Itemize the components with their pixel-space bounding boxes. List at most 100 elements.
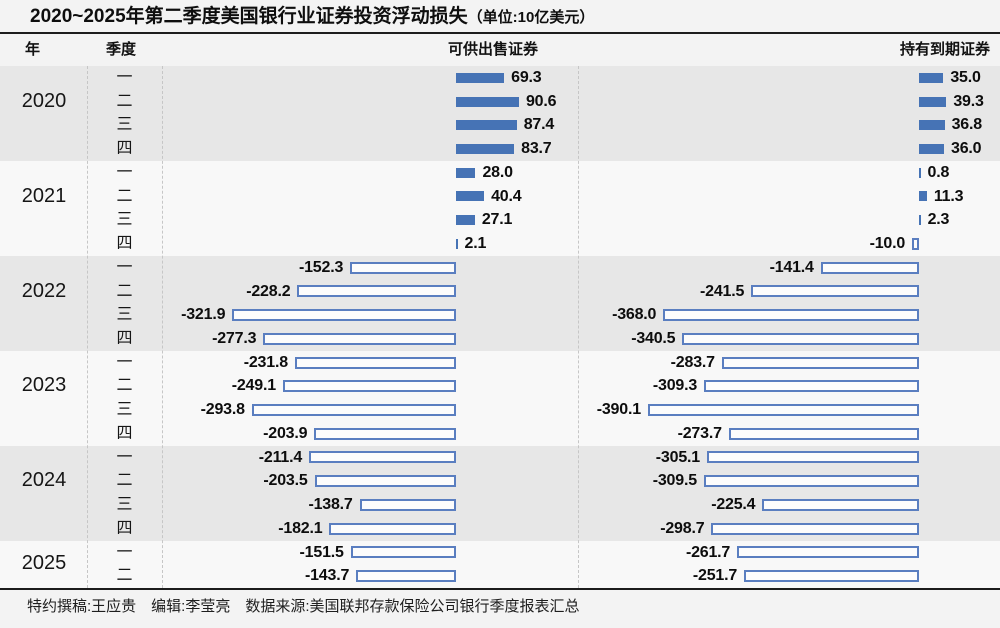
htm-value-label: -241.5 (700, 282, 745, 300)
htm-value-label: 11.3 (933, 187, 964, 205)
year-band-2025: 2025 一 -151.5 -261.7 二 -143.7 -251.7 (0, 540, 1000, 588)
afs-value-label: -293.8 (200, 401, 245, 419)
year-band-2020: 2020 一 69.3 35.0 二 90.6 39.3 三 87.4 36.8 四 83.7 36.0 (0, 66, 1000, 161)
afs-bar (263, 332, 456, 345)
quarter-row: 一 69.3 35.0 (0, 66, 1000, 90)
afs-value-label: -138.7 (308, 496, 353, 514)
afs-value-label: -143.7 (304, 567, 350, 585)
htm-value-label: -10.0 (869, 235, 906, 253)
htm-bar (711, 522, 919, 535)
quarter-label: 三 (116, 306, 133, 324)
quarter-label: 四 (116, 329, 133, 347)
quarter-row: 一 -211.4 -305.1 (0, 446, 1000, 470)
htm-bar (919, 144, 945, 155)
htm-value-label: 36.0 (951, 140, 982, 158)
htm-bar (728, 427, 919, 440)
htm-value-label: -390.1 (596, 401, 641, 419)
afs-bar (251, 404, 456, 417)
quarter-label: 二 (116, 472, 133, 490)
htm-bar (919, 72, 944, 83)
htm-value-label: -309.5 (652, 472, 697, 490)
year-label: 2023 (21, 374, 67, 397)
quarter-label: 二 (116, 377, 133, 395)
afs-bar (456, 72, 505, 83)
quarter-label: 一 (116, 258, 133, 276)
quarter-row: 三 27.1 2.3 (0, 208, 1000, 232)
htm-value-label: 0.8 (927, 163, 950, 181)
quarter-label: 三 (116, 401, 133, 419)
afs-value-label: 27.1 (481, 211, 513, 229)
afs-value-label: 90.6 (525, 92, 557, 110)
afs-value-label: -182.1 (278, 519, 323, 537)
htm-bar (919, 215, 921, 226)
afs-value-label: -152.3 (298, 258, 344, 276)
quarter-row: 二 90.6 39.3 (0, 90, 1000, 114)
htm-bar (919, 96, 947, 107)
htm-value-label: 39.3 (953, 92, 984, 110)
afs-value-label: -151.5 (299, 543, 344, 561)
quarter-row: 一 28.0 0.8 (0, 161, 1000, 185)
afs-bar (456, 191, 485, 202)
quarter-label: 二 (116, 187, 133, 205)
footer-credits: 特约撰稿:王应贵 编辑:李莹亮 数据来源:美国联邦存款保险公司银行季度报表汇总 (27, 598, 580, 615)
column-header-year: 年 (25, 41, 41, 58)
afs-bar (456, 120, 517, 131)
htm-bar (751, 285, 919, 298)
quarter-label: 四 (116, 424, 133, 442)
afs-bar (232, 309, 456, 322)
quarter-row: 一 -151.5 -261.7 (0, 541, 1000, 565)
htm-value-label: 36.8 (951, 116, 983, 134)
htm-value-label: -298.7 (660, 519, 705, 537)
quarter-row: 二 -249.1 -309.3 (0, 374, 1000, 398)
htm-value-label: -283.7 (670, 353, 715, 371)
htm-bar (820, 261, 919, 274)
afs-bar (309, 451, 456, 464)
htm-bar (706, 451, 919, 464)
quarter-row: 二 40.4 11.3 (0, 185, 1000, 209)
afs-bar (456, 215, 475, 226)
quarter-row: 三 -138.7 -225.4 (0, 493, 1000, 517)
quarter-row: 二 -203.5 -309.5 (0, 469, 1000, 493)
afs-value-label: -249.1 (231, 377, 276, 395)
afs-bar (456, 96, 519, 107)
afs-value-label: -203.9 (263, 424, 308, 442)
afs-bar (456, 238, 458, 249)
year-band-2021: 2021 一 28.0 0.8 二 40.4 11.3 三 27.1 2.3 四 2.1 -10.0 (0, 160, 1000, 256)
year-band-2024: 2024 一 -211.4 -305.1 二 -203.5 -309.5 三 -138.7 -22… (0, 445, 1000, 541)
quarter-row: 四 -182.1 -298.7 (0, 517, 1000, 541)
quarter-row: 四 2.1 -10.0 (0, 232, 1000, 256)
year-label: 2021 (21, 184, 67, 207)
afs-value-label: 2.1 (464, 235, 487, 253)
quarter-label: 三 (116, 211, 133, 229)
quarter-row: 三 -293.8 -390.1 (0, 398, 1000, 422)
year-band-2022: 2022 一 -152.3 -141.4 二 -228.2 -241.5 三 -321.9 -36… (0, 255, 1000, 351)
afs-bar (456, 167, 476, 178)
afs-value-label: -203.5 (263, 472, 308, 490)
year-label: 2025 (21, 552, 67, 575)
afs-value-label: -277.3 (212, 329, 257, 347)
htm-value-label: -225.4 (711, 496, 756, 514)
quarter-label: 三 (116, 496, 133, 514)
quarter-row: 一 -231.8 -283.7 (0, 351, 1000, 375)
afs-value-label: -321.9 (181, 306, 226, 324)
afs-value-label: -231.8 (243, 353, 288, 371)
htm-value-label: -305.1 (655, 448, 700, 466)
htm-bar (682, 332, 919, 345)
quarter-row: 一 -152.3 -141.4 (0, 256, 1000, 280)
quarter-label: 二 (116, 282, 133, 300)
column-header-quarter: 季度 (106, 41, 137, 58)
quarter-label: 二 (116, 567, 133, 585)
afs-bar (329, 522, 456, 535)
htm-bar (762, 498, 919, 511)
quarter-row: 三 87.4 36.8 (0, 113, 1000, 137)
afs-bar (350, 546, 456, 559)
year-band-2023: 2023 一 -231.8 -283.7 二 -249.1 -309.3 三 -293.8 -39… (0, 350, 1000, 446)
htm-bar (919, 191, 927, 202)
quarter-chart-separator (162, 66, 163, 588)
htm-bar (737, 546, 919, 559)
afs-value-label: -228.2 (246, 282, 291, 300)
htm-value-label: -340.5 (631, 329, 676, 347)
afs-value-label: -211.4 (258, 448, 303, 466)
htm-value-label: -368.0 (612, 306, 657, 324)
